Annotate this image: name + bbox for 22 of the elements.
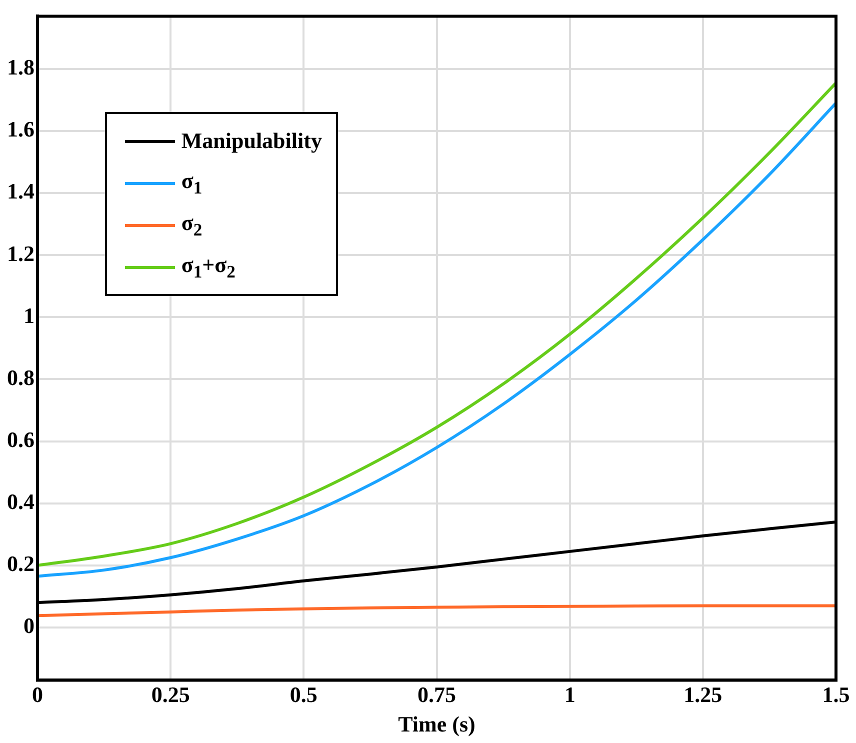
- y-tick-label: 0: [24, 613, 34, 638]
- y-tick-label: 1.4: [7, 178, 34, 204]
- legend-label: σ$_{1}$: [181, 168, 202, 199]
- y-tick-label: 1: [24, 302, 34, 328]
- y-tick-label: 1.2: [7, 240, 34, 266]
- y-tick-label: 0.4: [7, 489, 34, 514]
- y-tick-label: 0.2: [7, 551, 34, 576]
- legend-label: σ$_{1}$+σ$_{2}$: [181, 252, 236, 283]
- legend-label: Manipulability: [181, 128, 322, 154]
- x-tick-label: 1.5: [822, 682, 850, 708]
- line-series: [38, 604, 836, 618]
- x-tick-label: 1: [564, 682, 576, 708]
- x-tick-label: 0.5: [290, 682, 318, 708]
- x-tick-label: 0.25: [151, 682, 190, 708]
- y-tick-label: 1.6: [7, 116, 34, 142]
- y-tick-label: 0.8: [7, 364, 34, 390]
- x-tick-label: 1.25: [684, 682, 722, 708]
- x-axis-title: Time (s): [398, 711, 476, 736]
- x-tick-label: 0.75: [418, 682, 456, 708]
- y-tick-label: 1.8: [7, 54, 34, 80]
- legend-label: σ$_{2}$: [181, 210, 202, 241]
- y-tick-label: 0.6: [7, 426, 34, 452]
